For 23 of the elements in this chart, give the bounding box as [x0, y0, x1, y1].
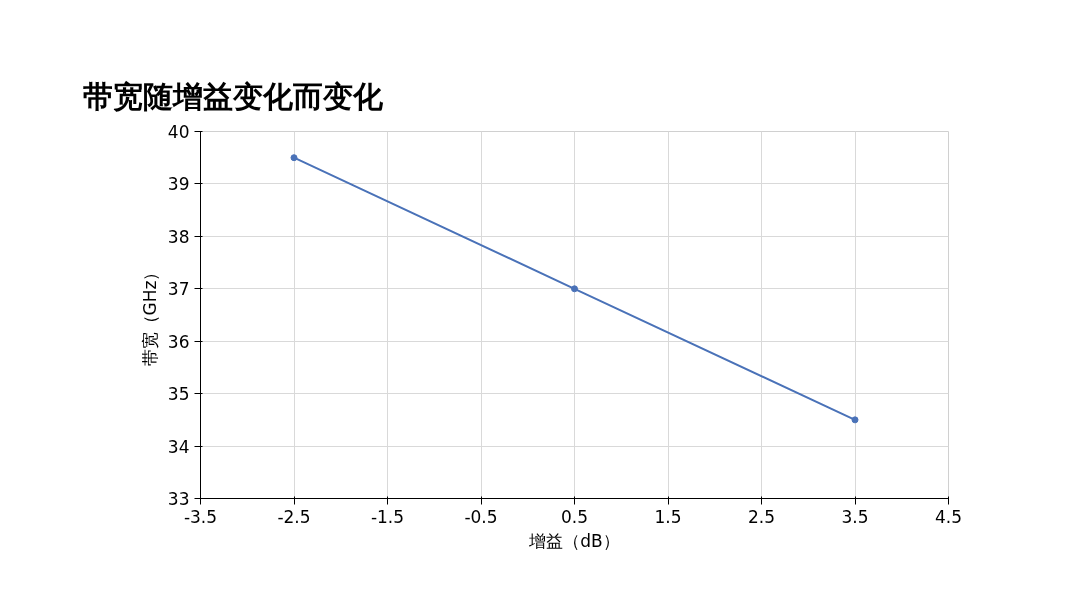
y-axis-title: 带宽（GHz）: [139, 263, 160, 367]
point: [571, 285, 578, 293]
x-tick-label: 3.5: [841, 506, 869, 527]
x-tick-label: 0.5: [560, 506, 589, 527]
point: [290, 154, 298, 162]
y-tick-label: 33: [167, 489, 190, 509]
x-tick-label: 4.5: [934, 506, 963, 527]
x-tick-label: -3.5: [183, 506, 218, 527]
x-tick-label: -2.5: [277, 506, 311, 527]
y-tick-label: 35: [167, 384, 190, 405]
y-tick-label: 36: [167, 331, 190, 352]
chart-title: 带宽随增益变化而变化: [82, 79, 384, 114]
y-tick-label: 38: [167, 226, 190, 247]
y-tick-label: 39: [167, 174, 190, 195]
y-tick-label: 34: [167, 436, 190, 457]
point: [851, 416, 859, 424]
x-tick-label: -0.5: [464, 506, 498, 527]
x-tick-label: 2.5: [747, 506, 776, 527]
x-tick-label: -1.5: [370, 506, 405, 527]
x-axis-title: 增益（dB）: [528, 530, 620, 551]
y-tick-label: 40: [167, 122, 190, 142]
y-tick-label: 37: [167, 279, 190, 300]
x-tick-label: 1.5: [654, 506, 682, 527]
